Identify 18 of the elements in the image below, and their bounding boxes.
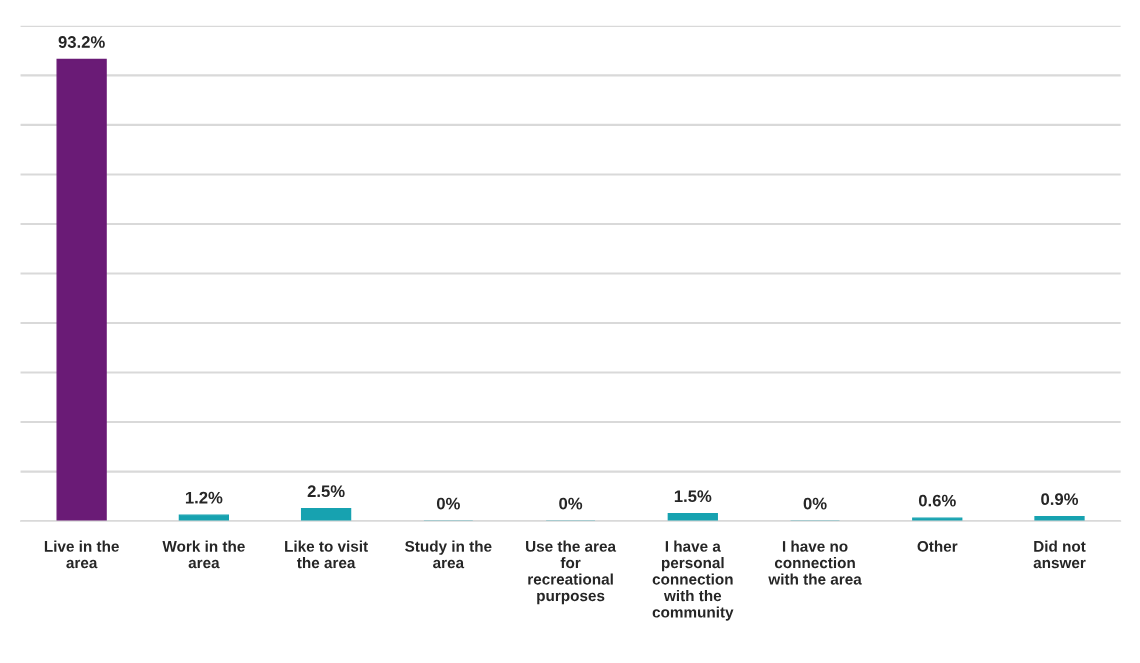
data-label: 0.9%: [1041, 493, 1079, 506]
data-label: 93.2%: [58, 36, 105, 48]
data-label: 0%: [559, 497, 583, 510]
data-label: 1.5%: [674, 490, 712, 503]
x-tick-label: I have no connection with the area: [768, 540, 862, 585]
data-label: 0%: [803, 497, 827, 510]
x-tick-label: Like to visit the area: [285, 540, 368, 569]
x-tick-label: Other: [917, 540, 958, 552]
x-tick-label: I have a personal connection with the community: [652, 540, 734, 621]
x-tick-label: Study in the area: [405, 540, 492, 569]
data-label: 0%: [436, 497, 460, 510]
data-label: 2.5%: [307, 485, 345, 498]
x-tick-label: Did not answer: [1033, 540, 1086, 569]
x-tick-label: Use the area for recreational purposes: [526, 540, 617, 605]
x-tick-label: Work in the area: [162, 540, 245, 569]
data-label: 0.6%: [918, 494, 956, 507]
data-label: 1.2%: [185, 491, 223, 504]
x-tick-label: Live in the area: [44, 540, 119, 569]
